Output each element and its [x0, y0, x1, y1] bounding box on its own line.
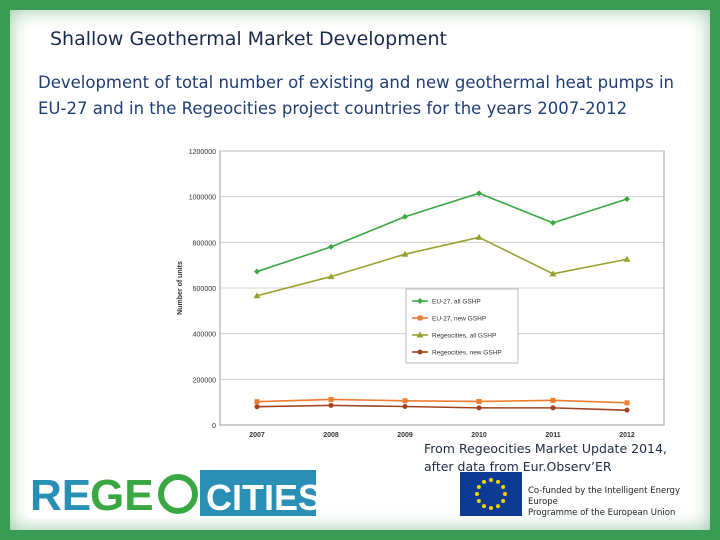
x-tick-label: 2007 — [249, 432, 265, 437]
y-tick-label: 800000 — [193, 240, 216, 247]
data-point-1 — [550, 397, 556, 403]
y-tick-label: 400000 — [193, 332, 216, 339]
legend-marker — [417, 298, 423, 304]
logo-re: RE — [30, 471, 91, 518]
y-tick-label: 200000 — [193, 377, 216, 384]
y-tick-label: 1200000 — [189, 149, 216, 156]
x-tick-label: 2008 — [323, 432, 339, 437]
legend-entry: EU-27, all GSHP — [432, 299, 481, 306]
y-tick-label: 0 — [212, 423, 216, 430]
data-point-3 — [254, 404, 260, 410]
legend-marker — [417, 315, 423, 321]
data-point-1 — [624, 400, 630, 406]
data-point-0 — [624, 195, 630, 202]
legend-entry: Regeocities, all GSHP — [432, 333, 496, 340]
logo-ge: GE — [90, 471, 154, 518]
line-chart: 0 200000 400000 600000 800000 1000000 1200000 2… — [177, 149, 665, 437]
source-line-1: From Regeocities Market Update 2014, — [424, 441, 667, 456]
slide-subtitle: Development of total number of existing … — [38, 73, 675, 118]
data-point-0 — [328, 243, 334, 250]
data-point-3 — [402, 404, 408, 410]
logo-cities: CITIES — [206, 477, 318, 518]
slide: Shallow Geothermal Market Development De… — [10, 10, 710, 530]
data-point-2 — [623, 255, 631, 262]
eu-star — [496, 504, 500, 509]
logo-ring-icon — [158, 474, 198, 514]
eu-star — [501, 485, 506, 489]
series-line-2 — [256, 236, 628, 297]
series-line-1 — [256, 398, 628, 404]
legend-marker — [417, 349, 423, 355]
eu-star — [482, 479, 486, 484]
data-point-3 — [624, 407, 630, 413]
slide-title: Shallow Geothermal Market Development — [50, 28, 447, 50]
eu-star — [501, 499, 506, 503]
data-point-1 — [402, 398, 408, 404]
eu-star — [503, 492, 507, 496]
eu-star — [482, 504, 486, 509]
legend-marker — [416, 331, 424, 338]
data-point-3 — [550, 405, 556, 411]
eu-funding-text: Co-funded by the Intelligent Energy Euro… — [528, 486, 710, 519]
source-line-2: after data from Eur.Observ’ER — [424, 459, 612, 474]
x-tick-label: 2009 — [397, 432, 413, 437]
eu-text-line-1: Co-funded by the Intelligent Energy Euro… — [528, 486, 680, 507]
x-tick-label: 2012 — [619, 432, 635, 437]
data-point-2 — [327, 273, 335, 280]
data-point-2 — [475, 233, 483, 240]
data-point-2 — [253, 292, 261, 299]
eu-star — [476, 499, 481, 503]
eu-star — [475, 492, 479, 496]
data-point-2 — [401, 250, 409, 257]
series-line-3 — [256, 404, 628, 411]
legend-entry: Regeocities, new GSHP — [432, 350, 502, 357]
y-tick-label: 600000 — [193, 286, 216, 293]
eu-flag-icon — [460, 472, 522, 516]
data-point-1 — [328, 396, 334, 402]
data-point-1 — [476, 398, 482, 404]
eu-star — [496, 479, 500, 484]
data-point-3 — [328, 402, 334, 408]
x-tick-label: 2010 — [471, 432, 487, 437]
y-tick-label: 1000000 — [189, 195, 216, 202]
data-point-0 — [402, 213, 408, 220]
series-line-0 — [256, 192, 628, 273]
data-point-2 — [549, 270, 557, 277]
chart: 0 200000 400000 600000 800000 1000000 1200000 2… — [162, 137, 672, 437]
regeocities-logo: RE GE CITIES — [28, 468, 318, 518]
legend-entry: EU-27, new GSHP — [432, 316, 486, 323]
eu-star — [476, 485, 481, 489]
data-point-0 — [254, 268, 260, 275]
eu-star — [489, 478, 493, 482]
data-point-0 — [550, 219, 556, 226]
source-note: From Regeocities Market Update 2014, aft… — [424, 440, 667, 476]
data-point-0 — [476, 190, 482, 197]
eu-text-line-2: Programme of the European Union — [528, 508, 676, 518]
data-point-1 — [254, 399, 260, 405]
data-point-3 — [476, 405, 482, 411]
eu-star — [489, 506, 493, 510]
x-tick-label: 2011 — [545, 432, 560, 437]
y-axis-label: Number of units — [177, 261, 184, 315]
